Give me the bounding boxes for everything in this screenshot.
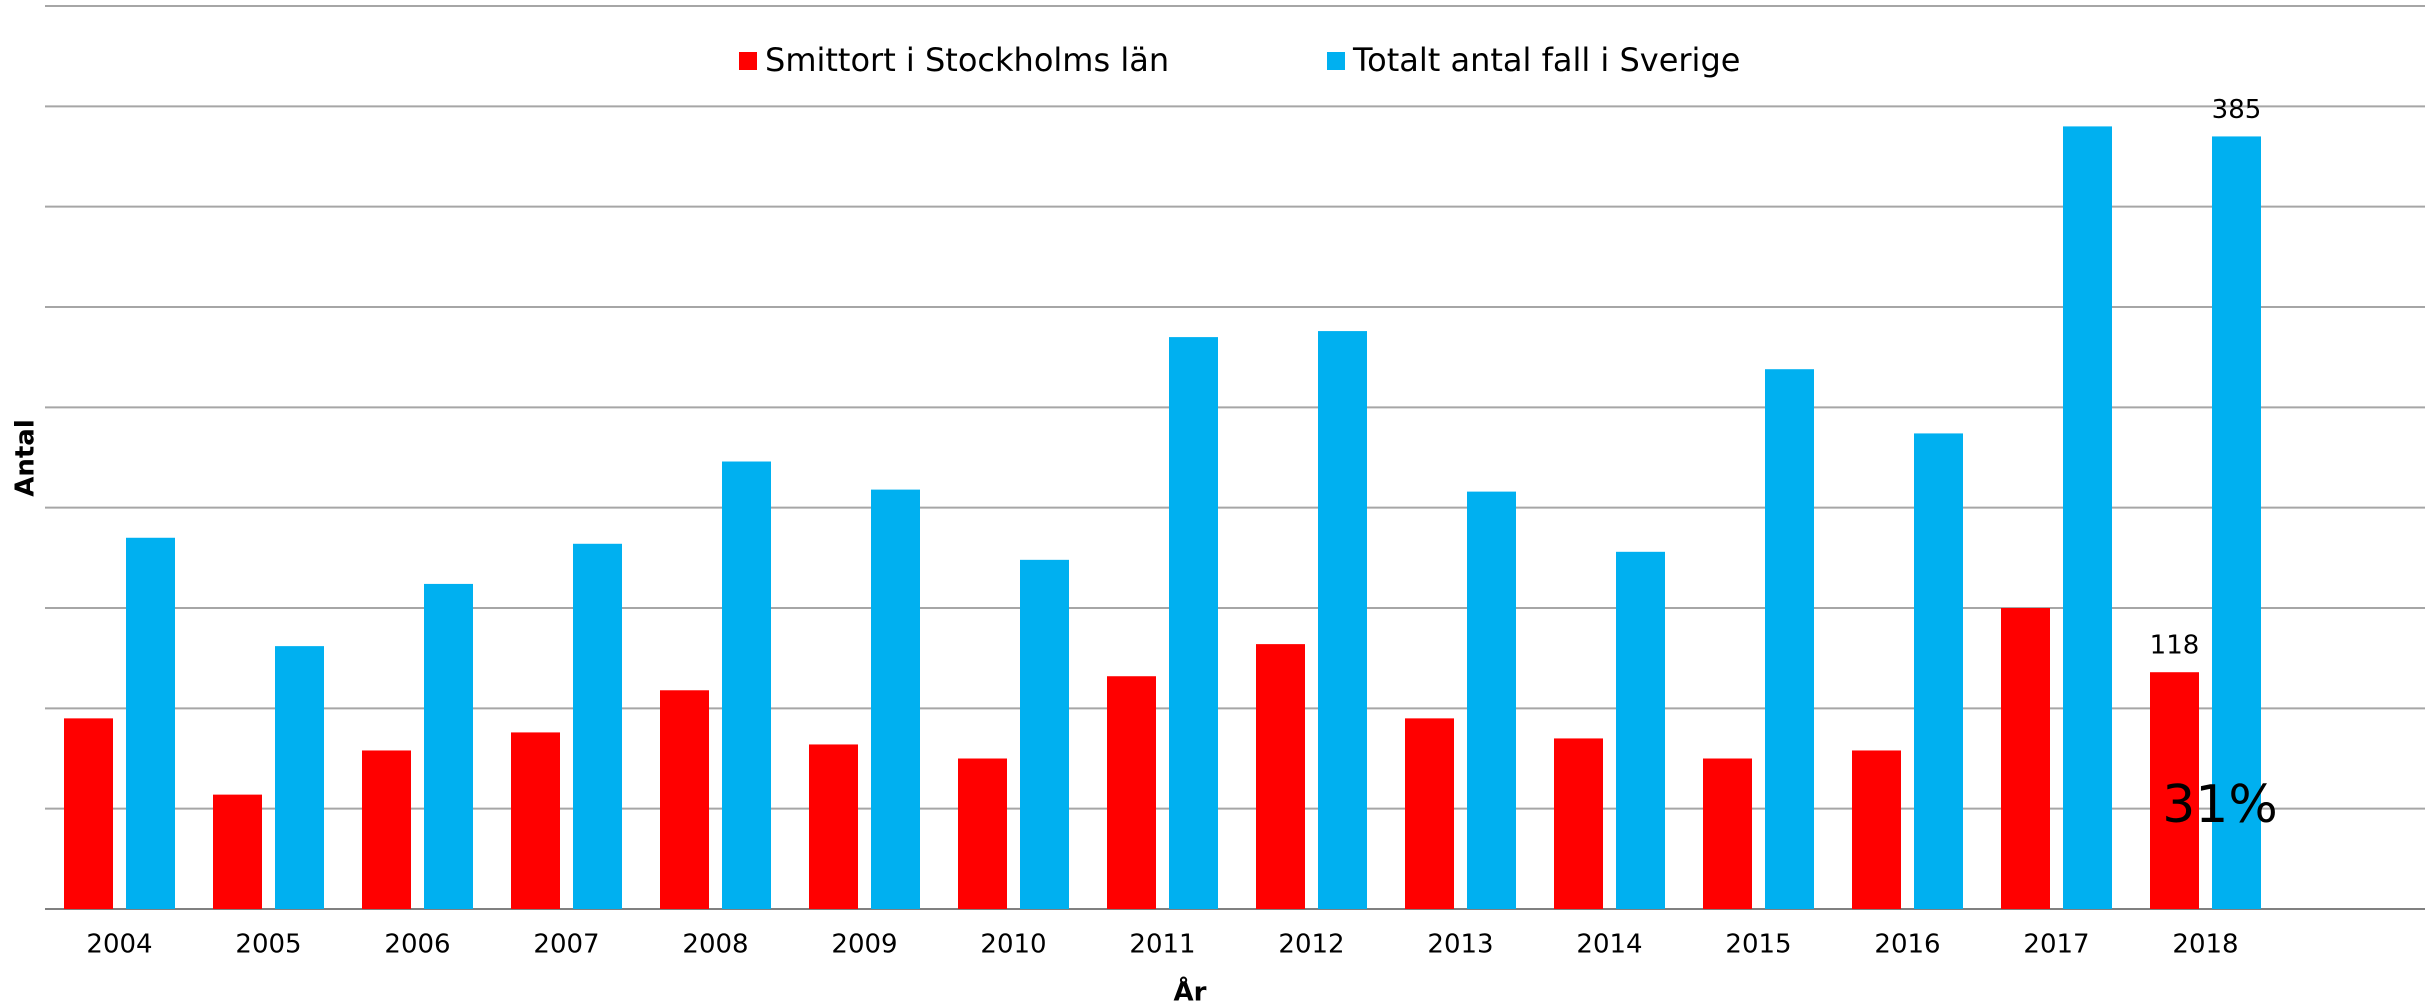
- bar: [809, 744, 858, 909]
- bar: [958, 758, 1007, 909]
- bar: [1020, 559, 1069, 909]
- bar: [1107, 676, 1156, 909]
- bar: [1765, 369, 1814, 909]
- bar: [2001, 608, 2050, 909]
- bar: [1405, 718, 1454, 909]
- legend-label: Smittort i Stockholms län: [765, 41, 1169, 79]
- x-tick-label: 2009: [831, 930, 897, 960]
- x-tick-label: 2011: [1129, 930, 1195, 960]
- bar: [2063, 126, 2112, 909]
- x-tick-label: 2013: [1427, 930, 1493, 960]
- bar: [1318, 331, 1367, 910]
- bar: [362, 750, 411, 909]
- bar: [722, 461, 771, 909]
- legend-swatch: [739, 52, 757, 70]
- legend-label: Totalt antal fall i Sverige: [1352, 41, 1740, 79]
- bar: [573, 543, 622, 909]
- data-label: 385: [2212, 95, 2262, 125]
- x-tick-label: 2010: [980, 930, 1046, 960]
- bar: [1467, 491, 1516, 909]
- x-tick-label: 2005: [235, 930, 301, 960]
- annotation: 31%: [2162, 775, 2278, 835]
- bar: [1256, 644, 1305, 909]
- bar: [871, 489, 920, 909]
- bar: [424, 583, 473, 909]
- legend-swatch: [1327, 52, 1345, 70]
- x-tick-label: 2018: [2172, 930, 2238, 960]
- x-tick-label: 2015: [1725, 930, 1791, 960]
- bar: [275, 646, 324, 909]
- bar: [2150, 672, 2199, 909]
- x-tick-label: 2007: [533, 930, 599, 960]
- x-tick-label: 2012: [1278, 930, 1344, 960]
- bar: [1703, 758, 1752, 909]
- bar: [64, 718, 113, 909]
- y-axis-title: Antal: [11, 419, 41, 497]
- bar: [1169, 337, 1218, 910]
- x-tick-label: 2017: [2023, 930, 2089, 960]
- bar: [1554, 738, 1603, 909]
- x-tick-label: 2006: [384, 930, 450, 960]
- bar: [213, 794, 262, 909]
- x-tick-label: 2004: [86, 930, 152, 960]
- bar: [1616, 551, 1665, 909]
- bar: [1914, 433, 1963, 909]
- bar: [660, 690, 709, 909]
- bar: [126, 537, 175, 909]
- x-tick-label: 2014: [1576, 930, 1642, 960]
- x-tick-label: 2016: [1874, 930, 1940, 960]
- bar: [511, 732, 560, 909]
- x-tick-label: 2008: [682, 930, 748, 960]
- x-axis-title: År: [1174, 976, 1207, 1007]
- bar: [1852, 750, 1901, 909]
- bar: [2212, 136, 2261, 909]
- data-label: 118: [2150, 631, 2200, 661]
